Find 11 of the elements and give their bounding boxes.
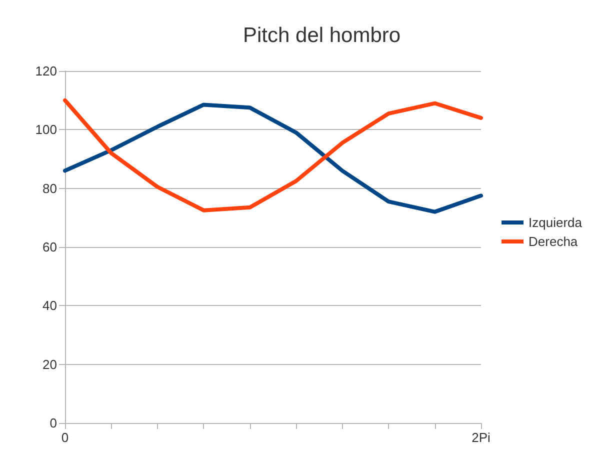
y-tick-label: 80 (42, 180, 57, 196)
legend-label: Izquierda (528, 215, 583, 230)
chart-title: Pitch del hombro (243, 24, 401, 47)
y-tick-label: 0 (50, 416, 57, 430)
y-tick-label: 40 (42, 298, 57, 314)
y-tick-label: 20 (42, 356, 57, 372)
legend-label: Derecha (528, 234, 578, 249)
y-tick-label: 120 (35, 64, 57, 78)
x-tick-label: 2Pi (472, 430, 490, 445)
y-tick-label: 100 (35, 122, 57, 138)
y-tick-label: 60 (42, 240, 57, 254)
